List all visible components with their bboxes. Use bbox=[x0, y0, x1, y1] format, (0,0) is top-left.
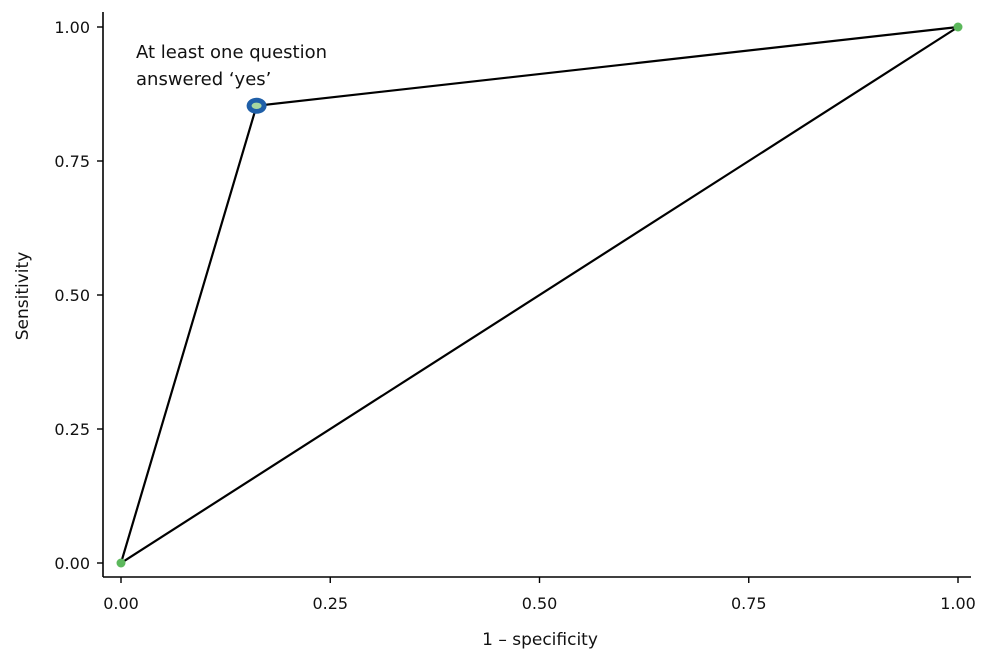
y-tick-label: 0.00 bbox=[54, 554, 90, 573]
x-tick-label: 1.00 bbox=[940, 594, 976, 613]
x-tick-label: 0.25 bbox=[312, 594, 348, 613]
x-tick-label: 0.75 bbox=[731, 594, 767, 613]
plot-points bbox=[116, 22, 963, 568]
y-tick-label: 1.00 bbox=[54, 18, 90, 37]
highlight-point bbox=[251, 102, 262, 109]
endpoint-marker bbox=[116, 558, 126, 568]
x-tick-label: 0.50 bbox=[522, 594, 558, 613]
y-tick-label: 0.75 bbox=[54, 152, 90, 171]
x-axis-title: 1 – specificity bbox=[482, 630, 598, 650]
plot-lines bbox=[119, 25, 959, 564]
y-tick-label: 0.25 bbox=[54, 420, 90, 439]
axes: 0.00 0.25 0.50 0.75 1.00 0.00 0.25 0.50 0.75 1.00 bbox=[54, 12, 976, 613]
reference-diagonal-line bbox=[120, 26, 959, 564]
y-axis-title: Sensitivity bbox=[13, 252, 33, 341]
annotation-line-2: answered ‘yes’ bbox=[136, 69, 271, 90]
x-tick-label: 0.00 bbox=[103, 594, 139, 613]
endpoint-marker bbox=[953, 22, 963, 32]
annotation-line-1: At least one question bbox=[136, 42, 327, 63]
y-tick-label: 0.50 bbox=[54, 286, 90, 305]
